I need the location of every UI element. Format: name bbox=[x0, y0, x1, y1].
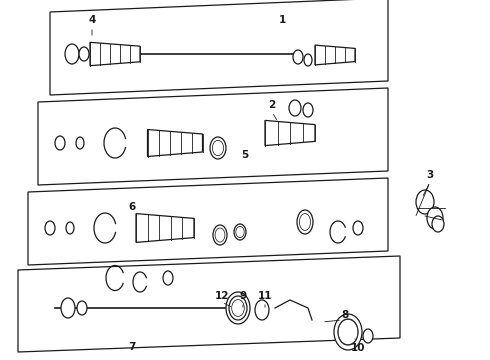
Ellipse shape bbox=[289, 100, 301, 116]
Ellipse shape bbox=[226, 292, 250, 324]
Polygon shape bbox=[136, 213, 194, 242]
Polygon shape bbox=[265, 120, 315, 145]
Polygon shape bbox=[90, 42, 140, 66]
Ellipse shape bbox=[45, 221, 55, 235]
Ellipse shape bbox=[55, 136, 65, 150]
Text: 11: 11 bbox=[258, 291, 272, 301]
Ellipse shape bbox=[299, 213, 311, 230]
Ellipse shape bbox=[255, 300, 269, 320]
Ellipse shape bbox=[363, 329, 373, 343]
Ellipse shape bbox=[353, 221, 363, 235]
Ellipse shape bbox=[297, 210, 313, 234]
Text: 10: 10 bbox=[351, 343, 365, 353]
Ellipse shape bbox=[304, 54, 312, 66]
Ellipse shape bbox=[61, 298, 75, 318]
Ellipse shape bbox=[229, 296, 247, 320]
Text: 7: 7 bbox=[128, 342, 136, 352]
Ellipse shape bbox=[334, 314, 362, 350]
Text: 9: 9 bbox=[240, 291, 246, 301]
Text: 8: 8 bbox=[342, 310, 348, 320]
Ellipse shape bbox=[65, 44, 79, 64]
Text: 6: 6 bbox=[128, 202, 136, 212]
Ellipse shape bbox=[338, 319, 358, 345]
Ellipse shape bbox=[232, 300, 245, 316]
Ellipse shape bbox=[303, 103, 313, 117]
Polygon shape bbox=[38, 88, 388, 185]
Ellipse shape bbox=[66, 222, 74, 234]
Ellipse shape bbox=[416, 190, 434, 214]
Ellipse shape bbox=[77, 301, 87, 315]
Ellipse shape bbox=[293, 50, 303, 64]
Text: 4: 4 bbox=[88, 15, 96, 25]
Text: 2: 2 bbox=[269, 100, 275, 110]
Ellipse shape bbox=[213, 225, 227, 245]
Ellipse shape bbox=[236, 226, 244, 238]
Ellipse shape bbox=[79, 47, 89, 61]
Ellipse shape bbox=[427, 207, 443, 229]
Ellipse shape bbox=[338, 319, 358, 345]
Ellipse shape bbox=[432, 216, 444, 232]
Polygon shape bbox=[315, 45, 355, 65]
Text: 5: 5 bbox=[242, 150, 248, 160]
Ellipse shape bbox=[234, 224, 246, 240]
Polygon shape bbox=[18, 256, 400, 352]
Text: 12: 12 bbox=[215, 291, 229, 301]
Polygon shape bbox=[50, 0, 388, 95]
Text: 1: 1 bbox=[278, 15, 286, 25]
Ellipse shape bbox=[163, 271, 173, 285]
Ellipse shape bbox=[215, 228, 225, 242]
Polygon shape bbox=[28, 178, 388, 265]
Polygon shape bbox=[147, 130, 202, 157]
Ellipse shape bbox=[212, 140, 223, 156]
Ellipse shape bbox=[210, 137, 226, 159]
Text: 3: 3 bbox=[426, 170, 434, 180]
Ellipse shape bbox=[76, 137, 84, 149]
